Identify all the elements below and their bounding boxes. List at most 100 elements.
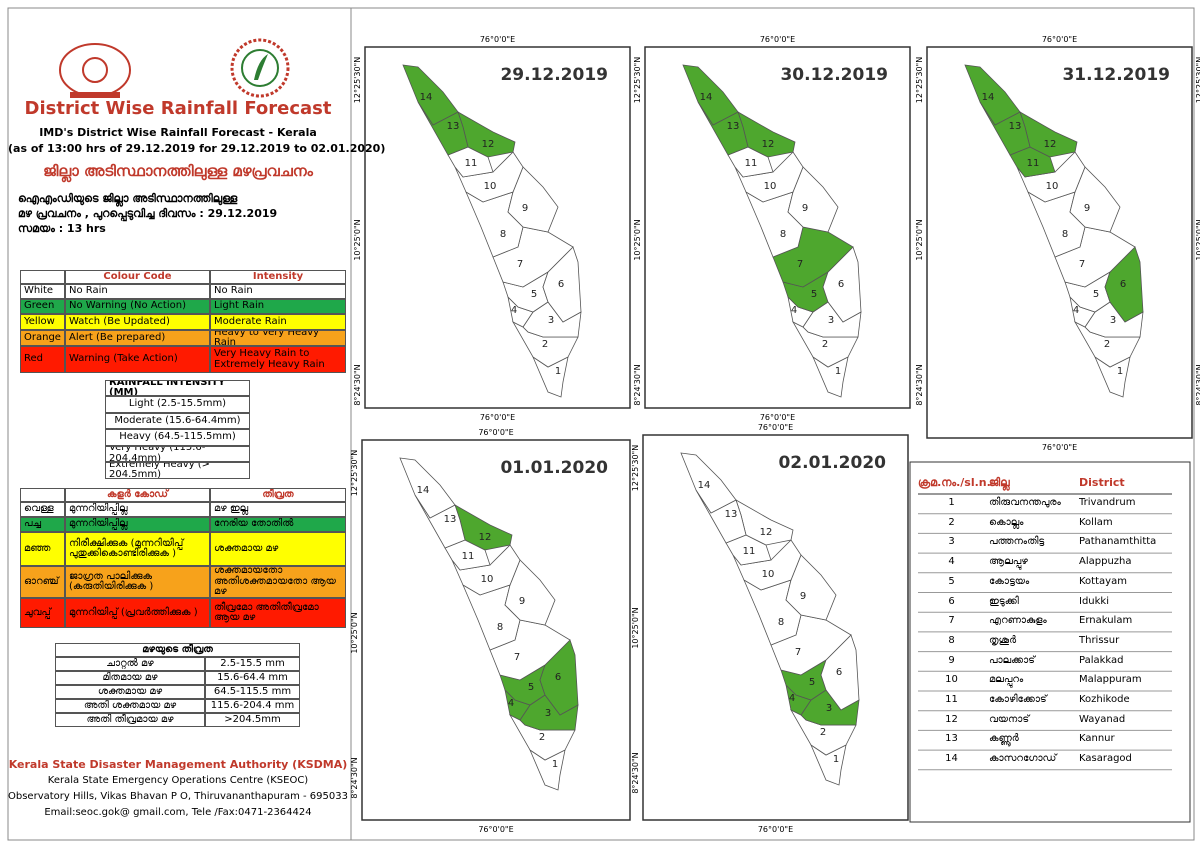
table-header: കളർ കോഡ്	[65, 488, 210, 502]
emblem	[59, 43, 131, 98]
district-number: 3	[1110, 315, 1116, 326]
district-number: 9	[802, 203, 808, 214]
district-area	[504, 559, 556, 626]
map-date: 29.12.2019	[500, 65, 608, 85]
district-area	[539, 639, 579, 716]
district-number: 12	[760, 527, 773, 538]
table-cell: Alappuzha	[1079, 556, 1132, 568]
district-area	[964, 64, 1021, 126]
footer-line: Kerala State Emergency Operations Centre…	[47, 775, 309, 786]
lat-label: 10°25'0"N	[1195, 219, 1200, 260]
lon-label: 76°0'0"E	[758, 825, 793, 834]
table-cell: 6	[948, 595, 955, 607]
table-cell: Idukki	[1079, 595, 1109, 607]
table-cell: വയനാട്	[989, 713, 1030, 725]
table-cell: Watch (Be Updated)	[65, 314, 210, 330]
district-number: 2	[1104, 339, 1110, 350]
table-cell: കൊല്ലം	[989, 516, 1024, 528]
table-cell: Ernakulam	[1079, 615, 1133, 627]
table-cell: തിരുവനന്തപുരം	[989, 497, 1061, 508]
district-number: 8	[780, 229, 786, 240]
lat-label: 8°24'30"N	[353, 364, 362, 405]
table-header: District	[1079, 476, 1125, 489]
district-number: 5	[528, 682, 534, 693]
district-area	[785, 554, 837, 621]
lat-label: 10°25'0"N	[350, 612, 359, 653]
district-number: 14	[698, 480, 711, 491]
district-number: 4	[508, 698, 514, 709]
district-area	[542, 246, 582, 323]
map-date: 30.12.2019	[780, 65, 888, 85]
table-cell: Heavy to Very Heavy Rain	[210, 330, 346, 346]
table-cell: No Warning (No Action)	[65, 299, 210, 314]
district-number: 1	[555, 366, 561, 377]
lat-label: 8°24'30"N	[631, 752, 640, 793]
district-number: 3	[548, 315, 554, 326]
table-cell: എറണാകുളം	[989, 615, 1047, 627]
table-cell: No Rain	[210, 284, 346, 299]
footer-org: Kerala State Disaster Management Authori…	[8, 758, 348, 771]
district-number: 5	[809, 677, 815, 688]
district-number: 2	[820, 727, 826, 738]
district-number: 14	[982, 92, 995, 103]
district-number: 8	[1062, 229, 1068, 240]
table-cell: 5	[948, 575, 955, 587]
table-cell: മുന്നറിയിപ്പ് (പ്രവർത്തിക്കുക )	[65, 598, 210, 628]
district-number: 7	[797, 259, 803, 270]
district-number: 10	[762, 569, 775, 580]
table-cell: Light (2.5-15.5mm)	[105, 396, 250, 413]
table-cell: Moderate Rain	[210, 314, 346, 330]
district-number: 13	[447, 121, 460, 132]
district-number: 5	[531, 289, 537, 300]
table-cell: മലപ്പുറം	[989, 674, 1024, 686]
district-number: 12	[1044, 139, 1057, 150]
table-cell: 13	[945, 733, 958, 745]
lat-label: 10°25'0"N	[915, 219, 924, 260]
table-cell: മിതമായ മഴ	[55, 671, 205, 685]
table-cell: Kannur	[1079, 733, 1115, 745]
district-number: 8	[497, 622, 503, 633]
table-cell: കാസറഗോഡ്	[989, 753, 1057, 765]
map-date: 31.12.2019	[1062, 65, 1170, 85]
district-number: 6	[1120, 279, 1126, 290]
table-cell: Pathanamthitta	[1079, 536, 1157, 548]
district-area	[822, 246, 862, 323]
district-area	[682, 64, 739, 126]
lat-label: 12°25'30"N	[915, 57, 924, 103]
district-number: 7	[517, 259, 523, 270]
table-cell: 115.6-204.4 mm	[205, 699, 300, 713]
table-cell: അതി തീവ്രമായ മഴ	[55, 713, 205, 727]
district-area	[1104, 246, 1144, 323]
ml-para: സമയം : 13 hrs	[18, 222, 106, 235]
table-cell: കോഴിക്കോട്	[989, 694, 1047, 705]
table-box	[909, 461, 1191, 823]
district-number: 7	[795, 647, 801, 658]
page-border	[7, 7, 1195, 841]
subtitle: (as of 13:00 hrs of 29.12.2019 for 29.12…	[8, 142, 386, 155]
lat-label: 8°24'30"N	[915, 364, 924, 405]
district-area	[402, 64, 459, 126]
table-cell: Yellow	[20, 314, 65, 330]
lon-label: 76°0'0"E	[478, 428, 513, 437]
title: District Wise Rainfall Forecast	[24, 98, 332, 119]
district-area	[507, 166, 559, 233]
table-cell: മുന്നറിയിപ്പില്ല	[65, 502, 210, 517]
table-title: RAINFALL INTENSITY (MM)	[105, 380, 250, 396]
footer-line: Email:seoc.gok@ gmail.com, Tele /Fax:047…	[44, 807, 312, 818]
table-cell: 12	[945, 713, 958, 725]
table-header	[20, 270, 65, 284]
district-number: 13	[1009, 121, 1022, 132]
lat-label: 10°25'0"N	[631, 607, 640, 648]
table-cell: Very Heavy Rain to Extremely Heavy Rain	[210, 346, 346, 373]
district-number: 13	[725, 509, 738, 520]
lat-label: 12°25'30"N	[353, 57, 362, 103]
table-cell: മഞ്ഞ	[20, 532, 65, 566]
district-area	[1069, 166, 1121, 233]
table-cell: Moderate (15.6-64.4mm)	[105, 412, 250, 429]
lat-label: 10°25'0"N	[633, 219, 642, 260]
table-cell: തൃശൂർ	[989, 634, 1017, 646]
table-cell: Alert (Be prepared)	[65, 330, 210, 346]
district-number: 3	[545, 708, 551, 719]
ml-para: മഴ പ്രവചനം , പുറപ്പെടുവിച്ച ദിവസം : 29.1…	[18, 207, 278, 220]
